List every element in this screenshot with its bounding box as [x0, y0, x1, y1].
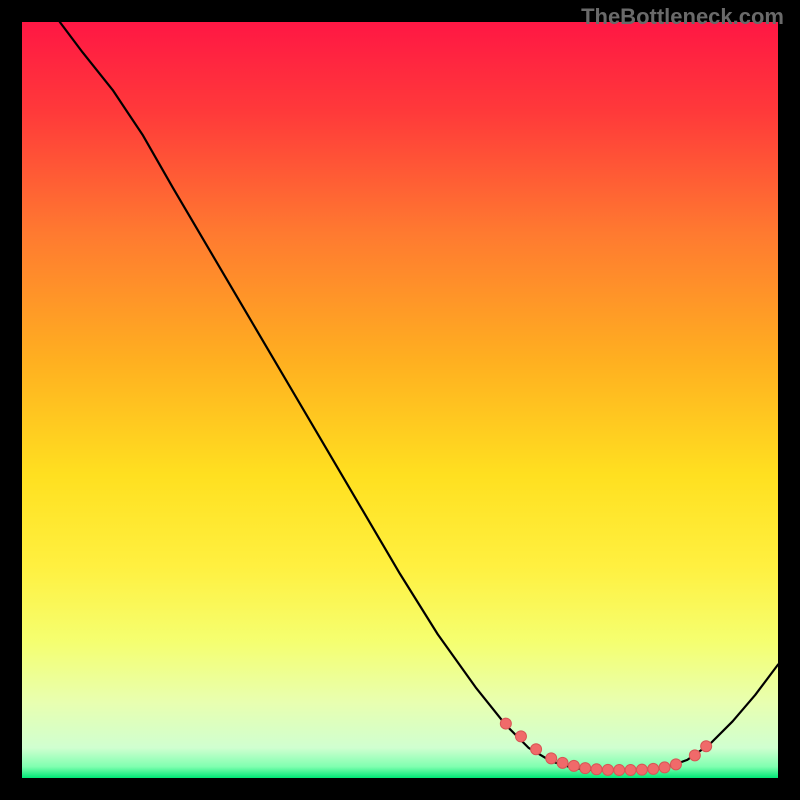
watermark-text: TheBottleneck.com — [581, 4, 784, 30]
chart-svg — [22, 22, 778, 778]
bottleneck-chart — [22, 22, 778, 778]
